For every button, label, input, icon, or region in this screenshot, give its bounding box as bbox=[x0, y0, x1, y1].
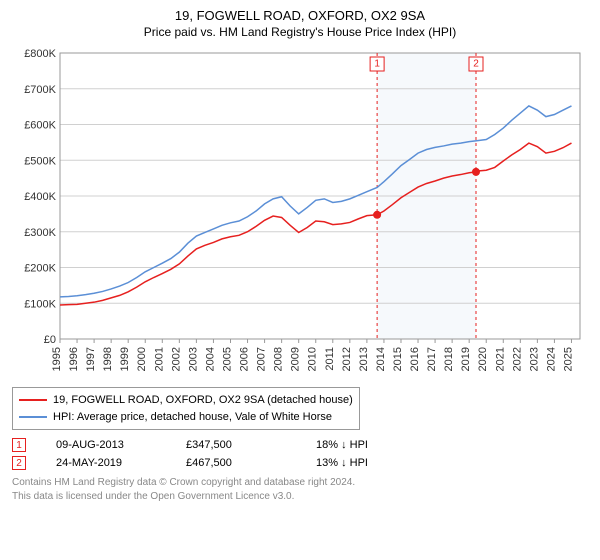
x-tick-label: 2008 bbox=[273, 347, 285, 371]
x-tick-label: 1997 bbox=[85, 347, 97, 371]
x-tick-label: 1999 bbox=[119, 347, 131, 371]
x-tick-label: 2003 bbox=[187, 347, 199, 371]
chart: £0 £100K £200K £300K £400K £500K £600K £700K £80… bbox=[12, 43, 588, 383]
legend-label: HPI: Average price, detached house, Vale… bbox=[53, 409, 332, 426]
x-tick-label: 2019 bbox=[460, 347, 472, 371]
y-tick-label: £600K bbox=[24, 120, 56, 132]
annotations-table: 1 09-AUG-2013 £347,500 18% ↓ HPI 2 24-MAY-201… bbox=[12, 438, 588, 470]
y-tick-label: £500K bbox=[24, 155, 56, 167]
x-tick-label: 2023 bbox=[528, 347, 540, 371]
legend-label: 19, FOGWELL ROAD, OXFORD, OX2 9SA (detac… bbox=[53, 392, 353, 409]
x-tick-label: 1995 bbox=[51, 347, 63, 371]
y-tick-label: £800K bbox=[24, 48, 56, 60]
y-tick-label: £200K bbox=[24, 263, 56, 275]
x-tick-label: 2009 bbox=[290, 347, 302, 371]
annotation-marker-cell: 2 bbox=[12, 456, 26, 470]
x-tick-label: 2005 bbox=[221, 347, 233, 371]
annotation-price: £347,500 bbox=[186, 439, 286, 451]
footer: Contains HM Land Registry data © Crown c… bbox=[12, 476, 588, 504]
annotation-delta: 13% ↓ HPI bbox=[316, 457, 416, 469]
annotation-marker-cell: 1 bbox=[12, 438, 26, 452]
legend-item: HPI: Average price, detached house, Vale… bbox=[19, 409, 353, 426]
x-tick-label: 1998 bbox=[102, 347, 114, 371]
data-point bbox=[472, 168, 480, 176]
x-tick-label: 2013 bbox=[358, 347, 370, 371]
annotation-date: 24-MAY-2019 bbox=[56, 457, 156, 469]
data-point bbox=[373, 211, 381, 219]
x-tick-label: 2014 bbox=[375, 347, 387, 371]
x-tick-label: 2004 bbox=[204, 347, 216, 371]
chart-svg: £0 £100K £200K £300K £400K £500K £600K £700K £80… bbox=[12, 43, 588, 383]
annotation-delta: 18% ↓ HPI bbox=[316, 439, 416, 451]
x-tick-label: 2010 bbox=[307, 347, 319, 371]
annotation-number: 1 bbox=[374, 59, 380, 70]
legend-swatch bbox=[19, 416, 47, 418]
annotation-row: 2 24-MAY-2019 £467,500 13% ↓ HPI bbox=[12, 456, 588, 470]
y-tick-label: £100K bbox=[24, 298, 56, 310]
series-hpi bbox=[60, 106, 571, 297]
footer-line-2: This data is licensed under the Open Gov… bbox=[12, 490, 588, 504]
x-tick-label: 2021 bbox=[494, 347, 506, 371]
x-tick-label: 2007 bbox=[256, 347, 268, 371]
x-tick-label: 2012 bbox=[341, 347, 353, 371]
x-tick-label: 2024 bbox=[545, 347, 557, 371]
x-tick-label: 2000 bbox=[136, 347, 148, 371]
y-tick-label: £400K bbox=[24, 191, 56, 203]
legend-item: 19, FOGWELL ROAD, OXFORD, OX2 9SA (detac… bbox=[19, 392, 353, 409]
y-tick-label: £700K bbox=[24, 84, 56, 96]
x-tick-label: 2015 bbox=[392, 347, 404, 371]
y-tick-label: £300K bbox=[24, 227, 56, 239]
x-tick-label: 2011 bbox=[324, 347, 336, 371]
annotation-date: 09-AUG-2013 bbox=[56, 439, 156, 451]
legend: 19, FOGWELL ROAD, OXFORD, OX2 9SA (detac… bbox=[12, 387, 360, 430]
x-tick-label: 2017 bbox=[426, 347, 438, 371]
x-tick-label: 2025 bbox=[562, 347, 574, 371]
y-tick-label: £0 bbox=[44, 334, 56, 346]
x-tick-label: 2016 bbox=[409, 347, 421, 371]
annotation-number: 2 bbox=[473, 59, 479, 70]
x-tick-label: 2018 bbox=[443, 347, 455, 371]
annotation-price: £467,500 bbox=[186, 457, 286, 469]
page-subtitle: Price paid vs. HM Land Registry's House … bbox=[12, 25, 588, 39]
x-tick-label: 2022 bbox=[511, 347, 523, 371]
x-tick-label: 2001 bbox=[153, 347, 165, 371]
x-tick-label: 2002 bbox=[170, 347, 182, 371]
page-title: 19, FOGWELL ROAD, OXFORD, OX2 9SA bbox=[12, 8, 588, 23]
annotation-row: 1 09-AUG-2013 £347,500 18% ↓ HPI bbox=[12, 438, 588, 452]
x-tick-label: 2006 bbox=[239, 347, 251, 371]
footer-line-1: Contains HM Land Registry data © Crown c… bbox=[12, 476, 588, 490]
legend-swatch bbox=[19, 399, 47, 401]
x-tick-label: 2020 bbox=[477, 347, 489, 371]
x-tick-label: 1996 bbox=[68, 347, 80, 371]
series-property bbox=[60, 143, 571, 305]
